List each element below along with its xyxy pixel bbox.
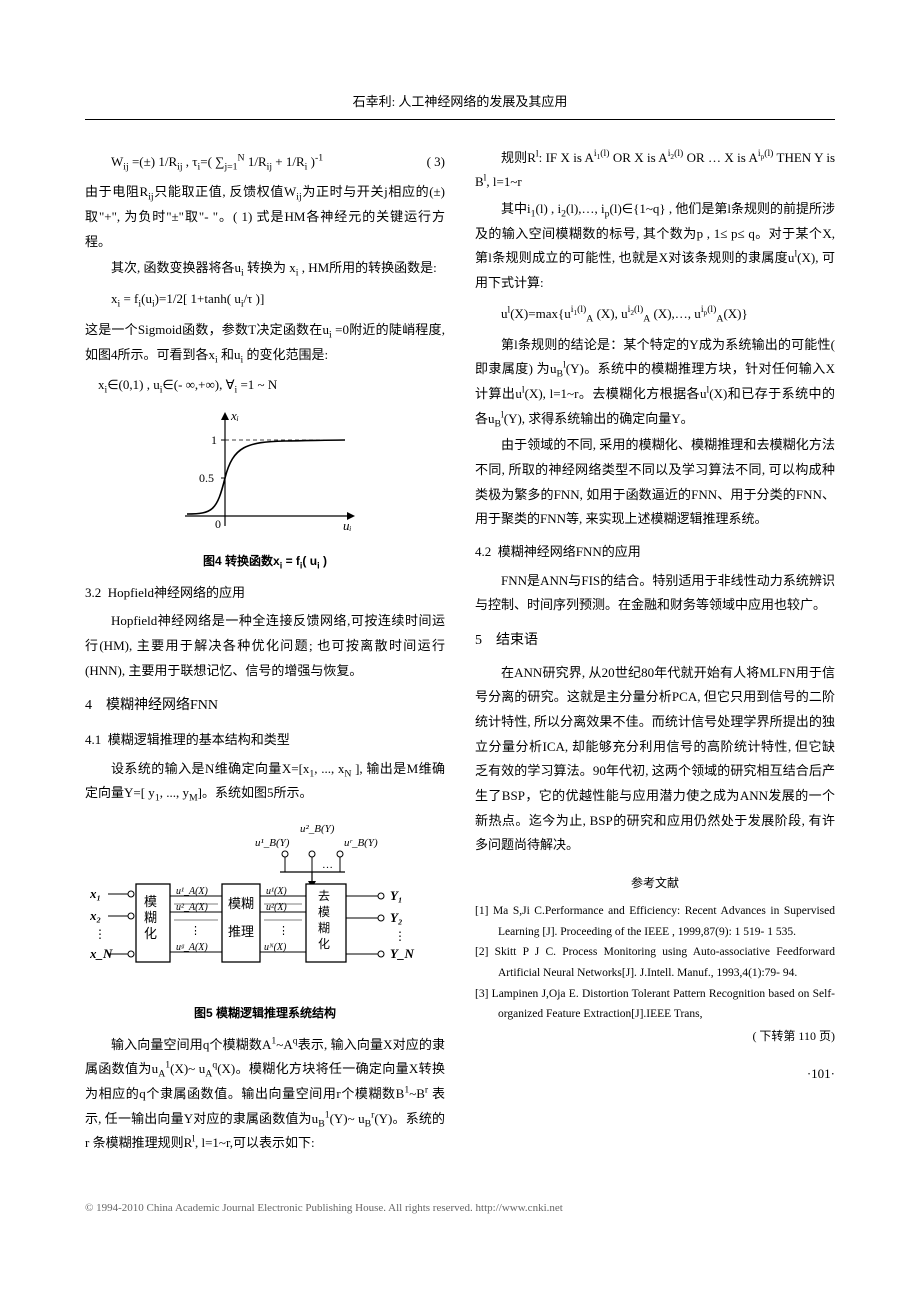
heading-4-title: 模糊神经网络FNN — [106, 698, 218, 713]
reference-1: [1] Ma S,Ji C.Performance and Efficiency… — [475, 901, 835, 942]
heading-5-title: 结束语 — [496, 633, 538, 648]
heading-5: 5 结束语 — [475, 628, 835, 655]
left-column: Wij =(±) 1/Rij , τi=( ∑j=1N 1/Rij + 1/Ri… — [85, 144, 445, 1158]
fis-diagram-svg: u²_B(Y) u¹_B(Y) uʳ_B(Y) … x₁ x₂ ⋮ x_N — [90, 814, 440, 989]
para-hopfield: Hopfield神经网络是一种全连接反馈网络,可按连续时间运行(HM), 主要用… — [85, 609, 445, 683]
header-rule — [85, 119, 835, 120]
svg-text:uᵢ: uᵢ — [343, 518, 352, 533]
svg-text:u¹_B(Y): u¹_B(Y) — [255, 837, 290, 849]
svg-text:Y₂: Y₂ — [390, 910, 402, 925]
para-rule-explain: 其中i1(l) , i2(l),…, ip(l)∈{1~q} , 他们是第l条规… — [475, 197, 835, 296]
svg-text:⋮: ⋮ — [278, 925, 289, 937]
equation-ul: ul(X)=max{ui1(l)A (X), ui2(l)A (X),…, ui… — [475, 302, 835, 327]
equation-3-number: ( 3) — [405, 150, 445, 175]
para-sigmoid: 这是一个Sigmoid函数，参数T决定函数在ui =0附近的陡峭程度, 如图4所… — [85, 318, 445, 367]
para-fuzzy-space: 输入向量空间用q个模糊数A1~Aq表示, 输入向量X对应的隶属函数值为uA1(X… — [85, 1033, 445, 1156]
svg-text:糊: 糊 — [144, 910, 157, 925]
svg-text:模: 模 — [144, 894, 157, 909]
svg-text:u²_B(Y): u²_B(Y) — [300, 823, 335, 835]
svg-text:化: 化 — [144, 926, 157, 941]
heading-4-2-num: 4.2 — [475, 544, 491, 559]
heading-4-1-title: 模糊逻辑推理的基本结构和类型 — [108, 732, 290, 747]
figure-5-caption: 图5 模糊逻辑推理系统结构 — [85, 1002, 445, 1025]
svg-text:u²_A(X): u²_A(X) — [176, 902, 209, 913]
svg-text:uᵍ_A(X): uᵍ_A(X) — [176, 942, 208, 953]
heading-4-num: 4 — [85, 698, 92, 713]
heading-4-1-num: 4.1 — [85, 732, 101, 747]
references-heading: 参考文献 — [475, 872, 835, 895]
figure-5: u²_B(Y) u¹_B(Y) uʳ_B(Y) … x₁ x₂ ⋮ x_N — [85, 814, 445, 998]
para-rule: 规则Rl: IF X is Ai1(l) OR X is Ai2(l) OR …… — [475, 146, 835, 195]
para-fnn-app: FNN是ANN与FIS的结合。特别适用于非线性动力系统辨识与控制、时间序列预测。… — [475, 569, 835, 618]
heading-3-2-num: 3.2 — [85, 585, 101, 600]
svg-text:化: 化 — [318, 937, 330, 951]
svg-text:x₁: x₁ — [90, 886, 101, 901]
svg-text:糊: 糊 — [318, 920, 330, 935]
equation-3: Wij =(±) 1/Rij , τi=( ∑j=1N 1/Rij + 1/Ri… — [85, 150, 445, 175]
footer-copyright: © 1994-2010 China Academic Journal Elect… — [85, 1198, 835, 1219]
svg-text:0.5: 0.5 — [199, 471, 214, 485]
heading-4-2-title: 模糊神经网络FNN的应用 — [498, 544, 641, 559]
svg-text:去: 去 — [318, 889, 330, 903]
reference-3: [3] Lampinen J,Oja E. Distortion Toleran… — [475, 984, 835, 1025]
para-fnn-types: 由于领域的不同, 采用的模糊化、模糊推理和去模糊化方法不同, 所取的神经网络类型… — [475, 433, 835, 532]
svg-text:uᴺ(X): uᴺ(X) — [264, 942, 287, 953]
para-rij: 由于电阻Rij只能取正值, 反馈权值Wij为正时与开关j相应的(±)取"+", … — [85, 180, 445, 254]
svg-text:⋮: ⋮ — [394, 929, 406, 943]
heading-5-num: 5 — [475, 633, 482, 648]
svg-text:u²(X): u²(X) — [266, 902, 287, 913]
svg-text:推理: 推理 — [228, 924, 254, 939]
svg-text:模: 模 — [318, 905, 330, 919]
svg-text:xᵢ: xᵢ — [230, 408, 239, 423]
para-fnn-setup: 设系统的输入是N维确定向量X=[x1, ..., xN ], 输出是M维确定向量… — [85, 757, 445, 806]
para-transform-intro: 其次, 函数变换器将各ui 转换为 xi , HM所用的转换函数是: — [85, 256, 445, 281]
reference-2: [2] Skitt P J C. Process Monitoring usin… — [475, 942, 835, 983]
heading-4-2: 4.2 模糊神经网络FNN的应用 — [475, 540, 835, 565]
figure-4-caption: 图4 转换函数xi = fi( ui ) — [85, 550, 445, 573]
svg-text:⋮: ⋮ — [94, 927, 106, 941]
svg-text:Y₁: Y₁ — [390, 888, 402, 903]
para-conclusion-text: 在ANN研究界, 从20世纪80年代就开始有人将MLFN用于信号分离的研究。这就… — [475, 661, 835, 859]
svg-text:⋮: ⋮ — [190, 925, 201, 937]
equation-range: xi∈(0,1) , ui∈(- ∞,+∞), ∀i =1 ~ N — [85, 373, 445, 398]
svg-text:模糊: 模糊 — [228, 896, 254, 911]
heading-4-1: 4.1 模糊逻辑推理的基本结构和类型 — [85, 728, 445, 753]
svg-text:uʳ_B(Y): uʳ_B(Y) — [344, 837, 378, 849]
para-conclusion: 第l条规则的结论是：某个特定的Y成为系统输出的可能性( 即隶属度) 为uBl(Y… — [475, 333, 835, 432]
svg-text:Y_N: Y_N — [390, 946, 414, 961]
two-column-layout: Wij =(±) 1/Rij , τi=( ∑j=1N 1/Rij + 1/Ri… — [85, 144, 835, 1158]
equation-3-body: Wij =(±) 1/Rij , τi=( ∑j=1N 1/Rij + 1/Ri… — [85, 150, 405, 175]
page-number: ·101· — [475, 1062, 835, 1087]
right-column: 规则Rl: IF X is Ai1(l) OR X is Ai2(l) OR …… — [475, 144, 835, 1158]
figure-4: 1 0.5 0 xᵢ uᵢ — [85, 406, 445, 546]
svg-text:u¹(X): u¹(X) — [266, 886, 287, 897]
heading-3-2: 3.2 Hopfield神经网络的应用 — [85, 581, 445, 606]
equation-xi: xi = fi(ui)=1/2[ 1+tanh( ui/τ )] — [85, 287, 445, 312]
svg-text:u¹_A(X): u¹_A(X) — [176, 886, 209, 897]
svg-text:0: 0 — [215, 517, 221, 531]
svg-text:…: … — [322, 859, 333, 871]
heading-3-2-title: Hopfield神经网络的应用 — [108, 585, 245, 600]
continued-note: ( 下转第 110 页) — [475, 1025, 835, 1048]
svg-text:1: 1 — [211, 433, 217, 447]
heading-4: 4 模糊神经网络FNN — [85, 693, 445, 720]
svg-text:x₂: x₂ — [90, 908, 101, 923]
sigmoid-plot-svg: 1 0.5 0 xᵢ uᵢ — [165, 406, 365, 546]
running-head: 石幸利: 人工神经网络的发展及其应用 — [85, 90, 835, 115]
